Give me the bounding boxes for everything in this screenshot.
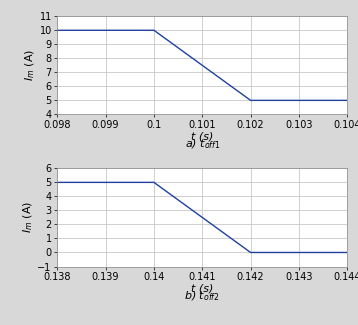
Y-axis label: $I_m$ (A): $I_m$ (A)	[21, 202, 35, 233]
X-axis label: t (s): t (s)	[191, 283, 213, 293]
X-axis label: t (s): t (s)	[191, 131, 213, 141]
Y-axis label: $I_m$ (A): $I_m$ (A)	[23, 49, 37, 81]
Text: a) $t_{off1}$: a) $t_{off1}$	[184, 137, 220, 151]
Text: b) $t_{off2}$: b) $t_{off2}$	[184, 289, 220, 303]
